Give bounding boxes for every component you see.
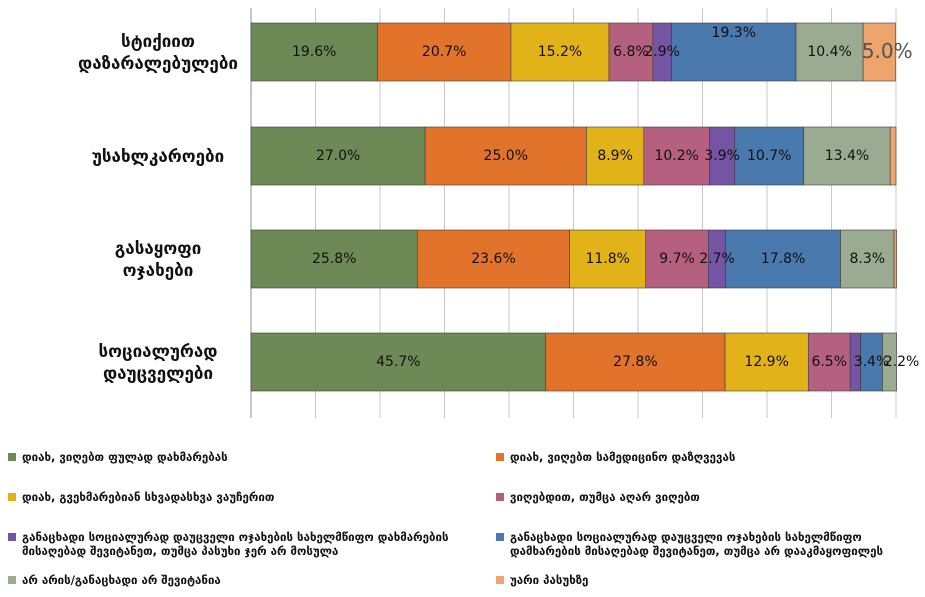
- bar-segment: [569, 229, 647, 289]
- data-label: 2.2%: [884, 354, 920, 370]
- bar-segment: [643, 126, 710, 186]
- bars: [250, 22, 897, 392]
- data-label: 2.9%: [644, 44, 680, 60]
- category-label: სოციალურად დაუცველები: [99, 342, 218, 384]
- data-label: 27.0%: [316, 148, 360, 164]
- legend-label: განაცხადი სოციალურად დაუცველი ოჯახების ს…: [22, 530, 449, 558]
- data-label: 10.4%: [807, 44, 851, 60]
- legend-swatch: [8, 533, 16, 541]
- legend-swatch: [496, 576, 504, 584]
- category-label: გასაყოფი ოჯახები: [115, 239, 202, 281]
- data-label: 23.6%: [471, 251, 515, 267]
- data-label: 10.2%: [654, 148, 698, 164]
- bar-segment: [608, 22, 654, 82]
- category-label: უსახლკაროები: [92, 147, 224, 167]
- legend-item: არ არის/განაცხადი არ შევიტანია: [8, 573, 478, 587]
- legend-swatch: [8, 453, 16, 461]
- data-label: 3.4%: [854, 354, 890, 370]
- legend-swatch: [496, 453, 504, 461]
- data-label: 9.7%: [659, 251, 695, 267]
- stacked-bar-chart: სტიქიით დაზარალებულები უსახლკაროები გასაყოფ…: [78, 8, 919, 418]
- data-label: 5.0%: [862, 39, 913, 63]
- value-labels: 19.6% 20.7% 15.2% 6.8%2.9% 19.3% 10.4% 5.0% 27.…: [292, 25, 919, 370]
- data-label: 11.8%: [585, 251, 629, 267]
- category-label: სტიქიით დაზარალებულები: [78, 32, 238, 74]
- bar-segment: [840, 229, 895, 289]
- bar-segment: [424, 126, 587, 186]
- bar-segment: [250, 229, 418, 289]
- bar-segment: [671, 22, 797, 82]
- legend-swatch: [8, 576, 16, 584]
- legend-label: დიახ, ვიღებთ სამედიცინო დაზღვევას: [510, 450, 736, 464]
- legend-swatch: [8, 493, 16, 501]
- legend-swatch: [496, 493, 504, 501]
- data-label: 45.7%: [376, 354, 420, 370]
- legend-label: დიახ, ვიღებთ ფულად დახმარებას: [22, 450, 228, 464]
- bar-segment: [893, 229, 897, 289]
- legend-label: განაცხადი სოციალურად დაუცველი ოჯახების ს…: [510, 530, 884, 558]
- bar-segment: [250, 332, 547, 392]
- data-label: 20.7%: [422, 44, 466, 60]
- bar-segment: [586, 126, 645, 186]
- data-label: 27.8%: [613, 354, 657, 370]
- legend: დიახ, ვიღებთ ფულად დახმარებას დიახ, ვიღებ…: [0, 440, 925, 597]
- data-label: 19.6%: [292, 44, 336, 60]
- bar-segment: [709, 126, 736, 186]
- category-labels: სტიქიით დაზარალებულები უსახლკაროები გასაყოფ…: [78, 32, 238, 384]
- data-label: 15.2%: [538, 44, 582, 60]
- bar-segment: [862, 22, 896, 82]
- data-label: 25.8%: [312, 251, 356, 267]
- legend-item: დიახ, ვიღებთ ფულად დახმარებას: [8, 450, 478, 464]
- legend-label: არ არის/განაცხადი არ შევიტანია: [22, 573, 221, 587]
- bar-segment: [645, 229, 709, 289]
- legend-label: ვიღებდით, თუმცა აღარ ვიღებთ: [510, 490, 700, 504]
- bar-segment: [250, 126, 426, 186]
- bar-segment: [545, 332, 726, 392]
- data-label: 10.7%: [747, 148, 791, 164]
- legend-item: ვიღებდით, თუმცა აღარ ვიღებთ: [496, 490, 916, 504]
- data-label: 13.4%: [825, 148, 869, 164]
- data-label: 25.0%: [484, 148, 528, 164]
- data-label: 8.3%: [850, 251, 886, 267]
- bar-segment: [250, 22, 378, 82]
- bar-segment: [377, 22, 512, 82]
- data-label: 6.8%: [613, 44, 649, 60]
- data-label: 8.9%: [597, 148, 633, 164]
- data-label: 6.5%: [811, 354, 847, 370]
- data-label: 19.3%: [712, 25, 756, 41]
- legend-label: უარი პასუხზე: [510, 573, 589, 587]
- bar-segment: [725, 229, 841, 289]
- legend-item: განაცხადი სოციალურად დაუცველი ოჯახების ს…: [496, 530, 916, 558]
- bar-segment: [510, 22, 610, 82]
- legend-item: უარი პასუხზე: [496, 573, 916, 587]
- bar-segment: [795, 22, 864, 82]
- bar-segment: [734, 126, 805, 186]
- bar-segment: [803, 126, 891, 186]
- bar-segment: [889, 126, 897, 186]
- legend-item: დიახ, გვეხმარებიან სხვადასხვა ვაუჩერით: [8, 490, 478, 504]
- bar-segment: [417, 229, 570, 289]
- data-label: 3.9%: [704, 148, 740, 164]
- data-label: 12.9%: [744, 354, 788, 370]
- legend-item: განაცხადი სოციალურად დაუცველი ოჯახების ს…: [8, 530, 478, 558]
- bar-segment: [882, 332, 897, 392]
- legend-item: დიახ, ვიღებთ სამედიცინო დაზღვევას: [496, 450, 916, 464]
- data-label: 2.7%: [699, 251, 735, 267]
- legend-swatch: [496, 533, 504, 541]
- data-label: 17.8%: [761, 251, 805, 267]
- legend-label: დიახ, გვეხმარებიან სხვადასხვა ვაუჩერით: [22, 490, 275, 504]
